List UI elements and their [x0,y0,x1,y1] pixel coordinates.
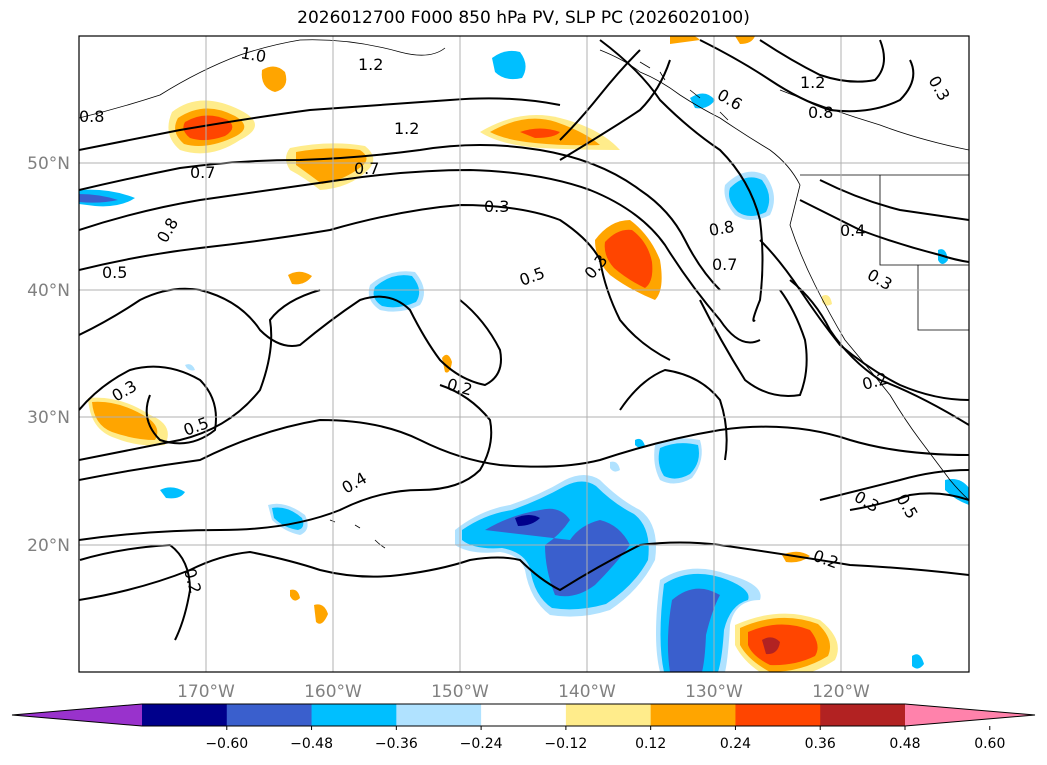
pv-negative-region [185,364,195,371]
pv-negative-region [160,487,185,499]
pv-positive-region [290,589,300,601]
lat-label: 20°N [27,536,70,556]
colorbar-extend-low [12,704,142,726]
colorbar-segment [226,704,313,726]
contour-label: 0.8 [808,103,833,122]
pv-negative-region [610,461,620,472]
contour-label: 1.0 [239,43,267,66]
lat-label: 30°N [27,408,70,428]
contour-label: 0.5 [102,263,127,282]
colorbar-segment [311,704,397,726]
lon-label: 150°W [431,682,489,702]
colorbar-segment [565,704,652,726]
contour-label: 0.4 [840,221,865,240]
colorbar-segment [142,704,228,726]
colorbar-tick-label: 0.12 [635,736,666,752]
contour-label: 0.7 [354,159,379,178]
contour-label: 0.8 [707,217,735,240]
colorbar-segment [396,704,482,726]
latitude-labels: 50°N 40°N 30°N 20°N [27,154,70,556]
map-frame [78,35,970,673]
graticule [79,36,969,672]
pv-positive-region [261,66,287,92]
colorbar-outline [11,703,1036,727]
colorbar-tick-label: −0.12 [544,736,587,752]
colorbar-segment [820,704,906,726]
contour-label: 1.2 [800,73,825,92]
colorbar-tick-label: 0.60 [974,736,1005,752]
contour-label: 0.7 [712,255,737,274]
colorbar-tick-label: 0.48 [889,736,920,752]
contour-label: 0.8 [79,107,104,126]
pv-negative-region [492,50,526,80]
colorbar-tick-label: 0.24 [720,736,751,752]
lat-label: 40°N [27,281,70,301]
contour-label: 1.2 [358,55,383,74]
pv-positive-region [288,271,312,285]
colorbar-extend-high [905,704,1035,726]
pv-negative-region [635,438,645,448]
pv-positive-region [314,604,328,624]
lat-label: 50°N [27,154,70,174]
colorbar-tick-label: −0.24 [460,736,503,752]
colorbar-tick-label: −0.36 [375,736,418,752]
longitude-labels: 170°W 160°W 150°W 140°W 130°W 120°W [177,682,870,702]
lon-label: 170°W [177,682,235,702]
lon-label: 140°W [558,682,616,702]
pv-positive-region [735,36,755,44]
chart-title: 2026012700 F000 850 hPa PV, SLP PC (2026… [297,8,750,28]
coastlines [79,39,969,549]
pv-positive-region [670,36,700,44]
lon-label: 130°W [685,682,743,702]
colorbar-tick-label: −0.60 [205,736,248,752]
colorbar-tick-label: −0.48 [290,736,333,752]
colorbar: −0.60 −0.48 −0.36 −0.24 −0.12 0.12 0.24 0.36 0.4… [11,703,1036,752]
contour-label: 0.7 [190,163,215,182]
colorbar-segment [650,704,736,726]
colorbar-segment [735,704,821,726]
lon-label: 120°W [812,682,870,702]
lon-label: 160°W [304,682,362,702]
pv-negative-region [912,654,924,669]
colorbar-tick-label: 0.36 [805,736,836,752]
contour-label: 1.2 [394,119,419,138]
contour-label: 0.3 [484,197,509,216]
colorbar-segment [481,704,567,726]
